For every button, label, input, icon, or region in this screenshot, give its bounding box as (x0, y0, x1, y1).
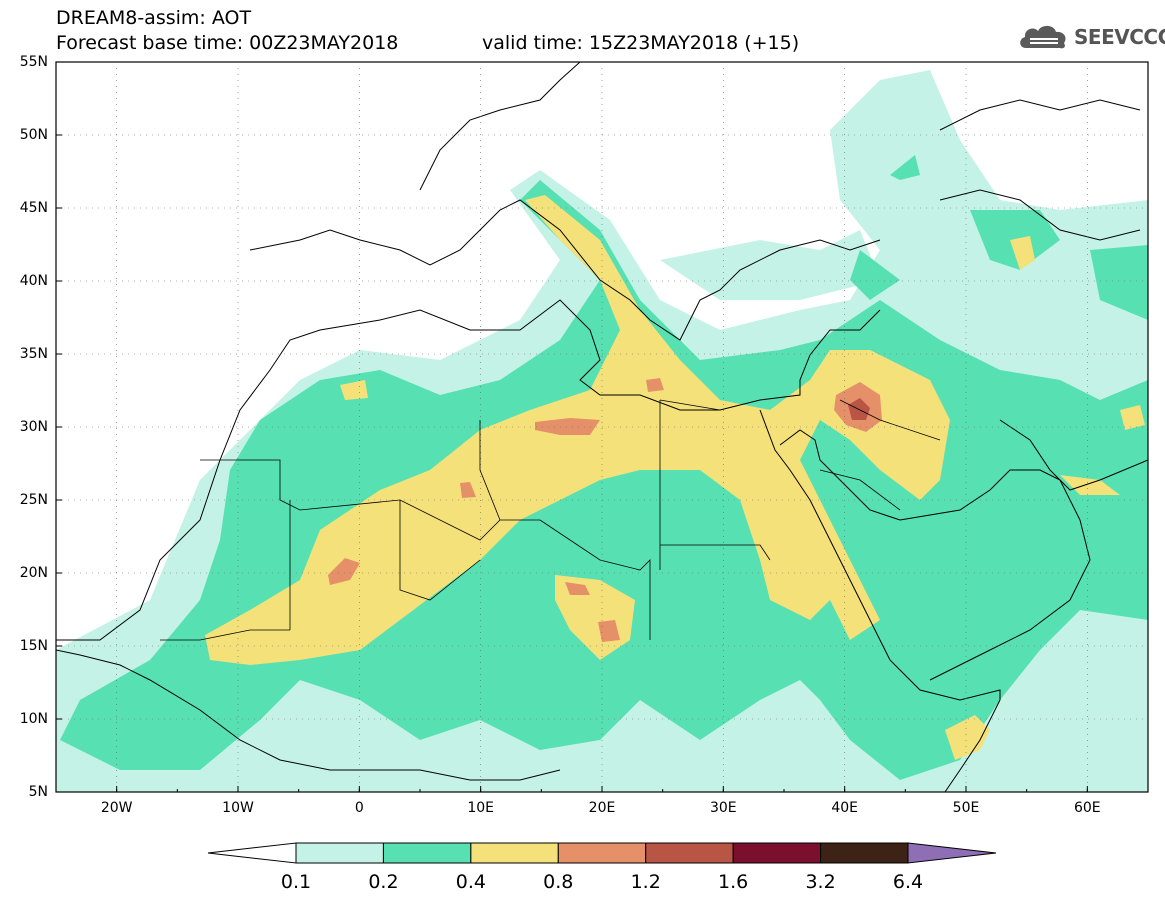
forecast-times: Forecast base time: 00Z23MAY2018 valid ti… (56, 32, 799, 54)
gridlines (56, 62, 1148, 792)
lon-tick-label: 50E (952, 800, 980, 816)
colorbar-tick-label: 1.2 (630, 871, 661, 893)
lon-tick-label: 10E (467, 800, 494, 816)
cloud-icon (1020, 25, 1066, 49)
lon-tick-label: 30E (709, 800, 737, 816)
colorbar-tick-label: 1.6 (718, 871, 749, 893)
lat-tick-label: 55N (19, 54, 48, 70)
colorbar-high-extension (907, 842, 997, 864)
colorbar-segment (645, 842, 734, 864)
colorbar-segment (382, 842, 472, 864)
aot-band-0.8 (328, 378, 882, 642)
lat-tick-label: 20N (19, 565, 48, 581)
lon-tick-label: 20E (588, 800, 616, 816)
coastlines (56, 62, 1148, 792)
map-title: DREAM8-assim: AOT (56, 7, 252, 29)
lat-tick-label: 5N (28, 784, 48, 800)
lat-tick-label: 30N (19, 419, 48, 435)
lon-tick-label: 10W (222, 800, 254, 816)
lat-tick-label: 25N (19, 492, 48, 508)
colorbar-tick-label: 0.2 (368, 871, 399, 893)
lat-tick-label: 35N (19, 346, 48, 362)
colorbar-segment (470, 842, 559, 864)
lon-tick-label: 40E (831, 800, 858, 816)
colorbar-tick-label: 3.2 (805, 871, 836, 893)
colorbar-tick-label: 6.4 (892, 871, 924, 893)
seevccc-logo: SEEVCCC (1018, 22, 1165, 52)
colorbar-segment (295, 842, 384, 864)
colorbar-tick-label: 0.4 (455, 871, 486, 893)
aot-band-1.2 (848, 398, 870, 420)
colorbar-tick-label: 0.8 (543, 871, 574, 893)
lat-tick-label: 15N (19, 638, 48, 654)
lat-tick-label: 45N (19, 200, 48, 216)
logo-text: SEEVCCC (1074, 25, 1165, 49)
lat-tick-label: 40N (19, 273, 48, 289)
axis-ticks (55, 61, 1149, 793)
colorbar-segment (732, 842, 822, 864)
country-borders (160, 399, 941, 641)
lon-tick-label: 0 (354, 800, 364, 816)
valid-time: valid time: 15Z23MAY2018 (+15) (482, 32, 800, 54)
colorbar-segment (557, 842, 647, 864)
base-time: Forecast base time: 00Z23MAY2018 (56, 32, 399, 54)
lon-tick-label: 60E (1073, 800, 1101, 816)
colorbar-low-extension (207, 842, 297, 864)
colorbar-segment (820, 842, 909, 864)
lat-tick-label: 50N (19, 127, 48, 143)
colorbar-tick-label: 0.1 (280, 871, 312, 893)
lon-tick-label: 20W (100, 800, 133, 816)
lat-tick-label: 10N (19, 711, 48, 727)
